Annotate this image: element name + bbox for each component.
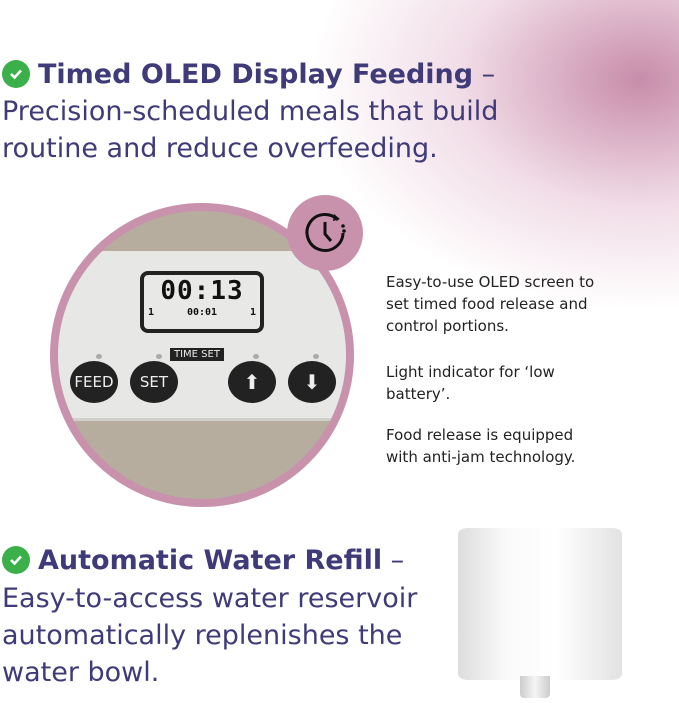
led-indicator: [313, 354, 319, 359]
display-sub-left: 1: [148, 307, 155, 318]
section1-line3: routine and reduce overfeeding.: [2, 133, 438, 164]
display-time: 00:13: [160, 276, 244, 306]
oled-display: 00:13 1 00:01 1: [140, 271, 264, 333]
section1-title: Timed OLED Display Feeding –: [38, 56, 495, 93]
feature-battery: Light indicator for ‘low battery’.: [386, 363, 555, 403]
feed-button: FEED: [70, 361, 118, 403]
feature-antijam: Food release is equipped with anti-jam te…: [386, 426, 576, 466]
check-icon: [2, 60, 30, 88]
led-indicator: [253, 354, 259, 359]
section2-line3: automatically replenishes the: [2, 620, 403, 651]
section2-title: Automatic Water Refill –: [38, 542, 404, 579]
section1-line2: Precision-scheduled meals that build: [2, 96, 499, 127]
reservoir-nozzle: [520, 676, 550, 698]
check-icon: [2, 546, 30, 574]
display-sub-time: 00:01: [186, 307, 218, 318]
led-indicator: [156, 354, 162, 359]
title-text: Timed OLED Display Feeding: [38, 59, 474, 90]
title-text: Automatic Water Refill: [38, 545, 383, 576]
feature-oled: Easy-to-use OLED screen to set timed food…: [386, 273, 595, 335]
display-sub-right: 1: [249, 307, 256, 318]
set-button: SET: [130, 361, 178, 403]
dash: –: [382, 545, 405, 576]
led-indicator: [96, 354, 102, 359]
time-set-label: TIME SET: [170, 348, 224, 361]
arrow-up-icon: ⬆: [228, 361, 276, 403]
arrow-down-icon: ⬇: [288, 361, 336, 403]
section2-line4: water bowl.: [2, 657, 160, 688]
clock-icon: [287, 195, 363, 271]
water-reservoir-image: [458, 528, 622, 680]
section2-line2: Easy-to-access water reservoir: [2, 583, 418, 614]
dash: –: [473, 59, 496, 90]
